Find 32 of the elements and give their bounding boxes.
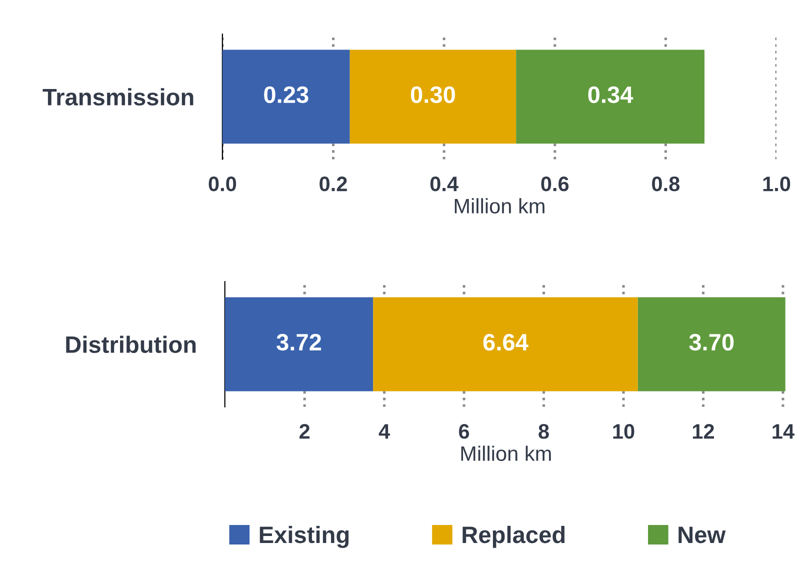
data-label: 6.64 [483,334,528,351]
x-tick-label: 4 [378,424,390,439]
data-label: 0.34 [588,86,634,104]
x-tick-label: 0.6 [541,176,569,192]
x-tick-label: 10 [613,424,634,439]
x-tick-label: 14 [772,424,794,439]
data-label: 3.70 [689,334,734,351]
x-tick-label: 6 [459,424,470,439]
bar [373,297,638,392]
x-axis-title: Million km [454,198,544,214]
bar [222,50,350,144]
x-tick-label: 2 [300,424,310,439]
x-tick-label: 0.0 [208,176,236,192]
legend-label: Replaced [462,526,565,548]
x-tick-label: 0.2 [320,176,347,192]
data-label: 3.72 [276,334,322,351]
x-tick-label: 12 [692,424,714,439]
legend-label: New [678,526,726,544]
data-label: 0.30 [410,86,455,104]
bar [224,297,374,392]
data-label: 0.23 [264,86,308,104]
legend-label: Existing [260,526,349,548]
x-tick-label: 0.4 [430,176,458,192]
bar [350,50,516,144]
bar [516,50,704,144]
x-axis-title: Million km [461,446,551,462]
bar [638,297,786,392]
y-tick-label: Transmission [42,88,194,106]
x-tick-label: 0.8 [652,176,680,192]
x-tick-label: 8 [538,424,549,439]
y-tick-label: Distribution [66,336,196,354]
x-tick-label: 1.0 [763,176,790,192]
